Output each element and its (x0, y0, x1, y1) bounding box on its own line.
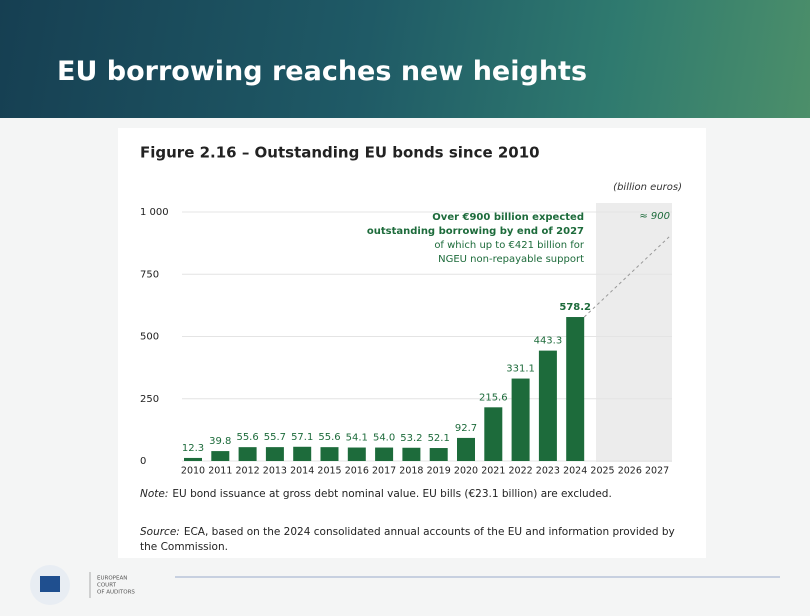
x-tick-label: 2025 (590, 466, 614, 477)
value-label: 53.2 (400, 433, 422, 444)
y-tick-label: 750 (140, 269, 159, 280)
chart-title: Figure 2.16 – Outstanding EU bonds since… (140, 144, 540, 162)
logo (30, 565, 91, 605)
bar (238, 447, 257, 461)
x-tick-label: 2010 (181, 466, 205, 477)
bar (320, 447, 339, 461)
x-tick-label: 2016 (345, 466, 369, 477)
value-label: 52.1 (428, 433, 450, 444)
value-label: 55.7 (264, 432, 286, 443)
note: Note: EU bond issuance at gross debt nomi… (140, 488, 612, 500)
value-label: 54.1 (346, 433, 368, 444)
bar (566, 317, 585, 461)
bar (402, 447, 421, 461)
source-text: the Commission. (140, 541, 228, 553)
bar (265, 447, 284, 461)
bar (184, 457, 202, 461)
x-tick-label: 2018 (399, 466, 423, 477)
bar (347, 447, 366, 461)
projection-label: ≈ 900 (639, 211, 670, 222)
x-tick-label: 2024 (563, 466, 587, 477)
source-text: ECA, based on the 2024 consolidated annu… (184, 526, 675, 538)
value-label: 215.6 (479, 392, 508, 403)
slide-title: EU borrowing reaches new heights (57, 56, 588, 87)
y-tick-label: 0 (140, 456, 146, 467)
value-label: 57.1 (291, 432, 313, 443)
logo-book (40, 576, 60, 592)
x-tick-label: 2023 (536, 466, 560, 477)
projection-line (583, 236, 670, 318)
source: the Commission. (140, 541, 228, 553)
note-label: Note: (140, 488, 168, 500)
value-label: 578.2 (559, 302, 591, 313)
value-label: 39.8 (209, 436, 231, 447)
logo-text: EUROPEAN (97, 576, 127, 582)
y-tick-label: 250 (140, 394, 159, 405)
value-label: 443.3 (534, 336, 563, 347)
x-tick-label: 2022 (509, 466, 533, 477)
bar (457, 437, 475, 461)
x-tick-label: 2015 (317, 466, 341, 477)
value-label: 12.3 (182, 443, 204, 454)
y-tick-label: 1 000 (140, 207, 169, 218)
x-tick-label: 2026 (618, 466, 642, 477)
annotation: of which up to €421 billion for (434, 240, 585, 251)
annotation: Over €900 billion expected (432, 212, 584, 223)
value-label: 331.1 (506, 364, 535, 375)
value-label: 55.6 (236, 432, 258, 443)
bar (375, 447, 394, 461)
value-label: 54.0 (373, 433, 395, 444)
bar (538, 350, 557, 461)
value-label: 55.6 (318, 432, 340, 443)
x-tick-label: 2011 (208, 466, 232, 477)
source-label: Source: (140, 526, 180, 538)
x-tick-label: 2027 (645, 466, 669, 477)
bar (211, 451, 230, 461)
bar (511, 378, 530, 461)
x-tick-label: 2021 (481, 466, 505, 477)
unit-label: (billion euros) (613, 182, 682, 193)
forecast-shade (596, 203, 672, 462)
x-tick-label: 2012 (236, 466, 260, 477)
bar (484, 407, 503, 461)
annotation: outstanding borrowing by end of 2027 (367, 226, 584, 237)
source: Source: ECA, based on the 2024 consolidat… (140, 526, 675, 538)
header: EU borrowing reaches new heights (0, 0, 810, 118)
note-text: EU bond issuance at gross debt nominal v… (172, 488, 611, 500)
annotation: NGEU non-repayable support (438, 254, 584, 265)
x-tick-label: 2017 (372, 466, 396, 477)
x-tick-label: 2020 (454, 466, 478, 477)
y-tick-label: 500 (140, 332, 159, 343)
x-tick-label: 2019 (427, 466, 451, 477)
logo-text: OF AUDITORS (97, 590, 135, 596)
x-tick-label: 2014 (290, 466, 314, 477)
x-tick-label: 2013 (263, 466, 287, 477)
bar (429, 448, 448, 461)
bar (293, 446, 312, 461)
value-label: 92.7 (455, 423, 477, 434)
logo-text: COURT (97, 583, 117, 589)
